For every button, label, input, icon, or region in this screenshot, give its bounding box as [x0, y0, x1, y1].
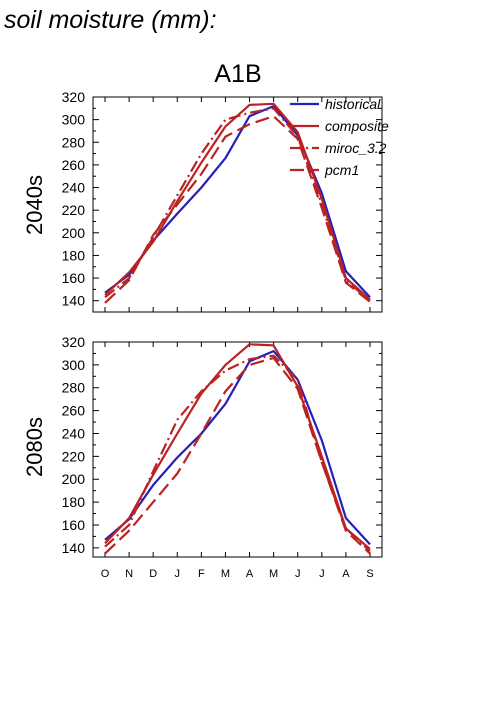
- series-line-miroc-3-2: [104, 354, 371, 553]
- x-tick-label: D: [149, 568, 157, 580]
- y-tick-label: 240: [62, 425, 86, 441]
- y-tick-label: 220: [62, 448, 86, 464]
- y-tick-label: 180: [62, 247, 86, 263]
- series-line-historical: [104, 104, 371, 299]
- x-tick-label: J: [319, 568, 325, 580]
- series-line-historical: [104, 350, 371, 546]
- x-tick-label: M: [221, 568, 230, 580]
- x-tick-label: A: [246, 568, 254, 580]
- legend-entry-composite: composite: [290, 118, 389, 134]
- legend-label-pcm1: pcm1: [324, 162, 359, 178]
- y-tick-label: 260: [62, 403, 86, 419]
- x-tick-label: N: [125, 568, 133, 580]
- x-tick-label: J: [295, 568, 301, 580]
- panel-2040s: 2040s 140 160 180 200 220 240 260 280 300 320: [22, 89, 383, 313]
- legend-entry-pcm1: pcm1: [290, 162, 359, 178]
- y-tick-label: 140: [62, 293, 86, 309]
- y-tick-label: 280: [62, 380, 86, 396]
- y-tick-label: 140: [62, 540, 86, 556]
- legend-entry-historical: historical: [290, 96, 381, 112]
- y-tick-label: 160: [62, 270, 86, 286]
- y-tick-label: 300: [62, 112, 86, 128]
- legend-label-composite: composite: [325, 118, 389, 134]
- series-line-pcm1: [104, 356, 371, 555]
- x-tick-label: O: [101, 568, 110, 580]
- legend-entry-miroc: miroc_3.2: [290, 140, 387, 156]
- series-line-composite: [104, 343, 371, 550]
- plot-frame: [92, 341, 383, 558]
- y-tick-label: 240: [62, 180, 86, 196]
- row-label-2040s: 2040s: [22, 175, 47, 235]
- y-tick-label: 260: [62, 157, 86, 173]
- plot-frame: [92, 96, 383, 313]
- y-tick-label: 220: [62, 202, 86, 218]
- legend-label-miroc: miroc_3.2: [325, 140, 387, 156]
- panel-2080s: 2080s 140 160 180 200 220 240 260 280 300 320 O N D J…: [22, 334, 383, 580]
- page-title: soil moisture (mm):: [4, 6, 217, 34]
- y-tick-label: 300: [62, 357, 86, 373]
- y-tick-label: 320: [62, 89, 86, 105]
- y-tick-label: 180: [62, 494, 86, 510]
- row-label-2080s: 2080s: [22, 417, 47, 477]
- series-line-pcm1: [104, 115, 371, 304]
- x-tick-label: S: [366, 568, 373, 580]
- x-tick-label: J: [175, 568, 181, 580]
- scenario-title: A1B: [214, 60, 261, 88]
- y-tick-label: 200: [62, 471, 86, 487]
- y-tick-label: 160: [62, 517, 86, 533]
- y-tick-label: 200: [62, 225, 86, 241]
- x-tick-label: F: [198, 568, 205, 580]
- x-tick-label: A: [342, 568, 350, 580]
- legend-label-historical: historical: [325, 96, 381, 112]
- legend: historical composite miroc_3.2 pcm1: [290, 96, 389, 178]
- series-line-miroc-3-2: [104, 107, 371, 302]
- y-tick-label: 280: [62, 134, 86, 150]
- x-tick-label: M: [269, 568, 278, 580]
- y-tick-label: 320: [62, 334, 86, 350]
